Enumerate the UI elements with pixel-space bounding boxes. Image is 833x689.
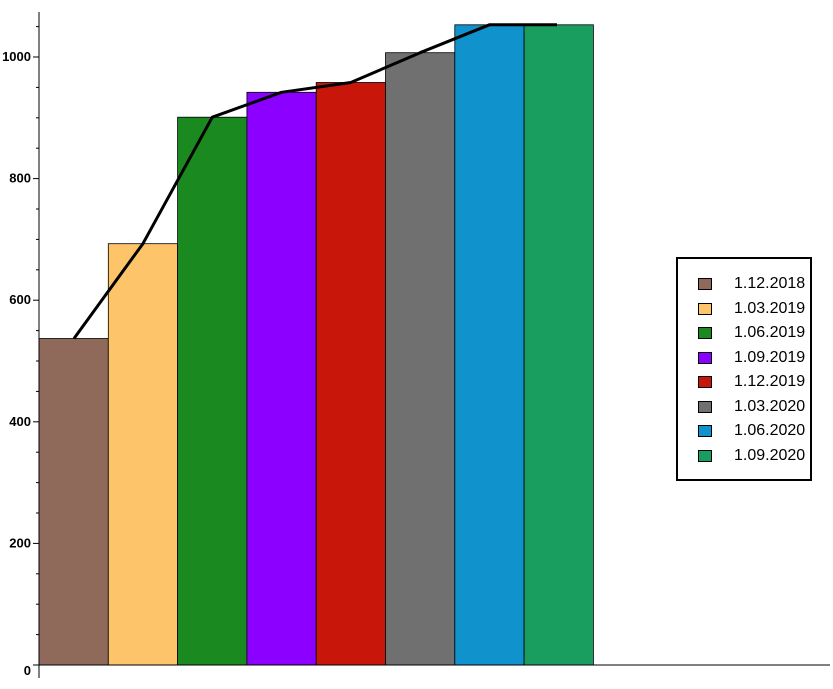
bar-1.09.2020	[523, 24, 594, 666]
legend-label: 1.09.2019	[734, 348, 806, 366]
y-tick-label-800: 800	[9, 171, 31, 186]
bar-1.03.2020	[385, 52, 456, 666]
legend-item: 1.12.2019	[698, 372, 805, 392]
legend-swatch	[698, 376, 712, 388]
legend-swatch	[698, 351, 712, 364]
bar-1.06.2019	[177, 116, 248, 666]
y-tick-label-0: 0	[24, 663, 31, 678]
y-tick-label-200: 200	[9, 535, 31, 550]
bar-1.09.2019	[246, 91, 317, 666]
legend-label: 1.03.2020	[734, 397, 806, 415]
legend-label: 1.12.2019	[734, 373, 806, 390]
legend-label: 1.03.2019	[734, 299, 806, 317]
legend-swatch	[698, 302, 712, 315]
legend-item: 1.09.2020	[698, 446, 805, 466]
legend-item: 1.06.2019	[698, 323, 805, 343]
legend-item: 1.03.2019	[698, 299, 805, 319]
bar-1.06.2020	[454, 24, 525, 666]
y-tick-label-400: 400	[9, 414, 31, 429]
y-tick-label-1000: 1000	[2, 49, 31, 64]
legend-item: 1.03.2020	[698, 397, 805, 417]
legend-label: 1.06.2020	[734, 422, 806, 439]
legend-swatch	[698, 327, 712, 339]
legend-item: 1.06.2020	[698, 421, 805, 441]
trend-line	[72, 23, 557, 340]
legend-swatch	[698, 449, 712, 462]
legend-swatch	[698, 400, 712, 413]
legend: 1.12.2018 1.03.2019 1.06.2019 1.09.2019 1.12…	[676, 257, 812, 481]
bar-1.12.2019	[315, 82, 386, 666]
legend-item: 1.12.2018	[698, 274, 805, 294]
y-tick-label-600: 600	[9, 292, 31, 307]
bar-1.03.2019	[107, 243, 179, 666]
legend-label: 1.09.2020	[734, 446, 806, 464]
legend-item: 1.09.2019	[698, 348, 805, 368]
legend-label: 1.06.2019	[734, 324, 806, 341]
legend-label: 1.12.2018	[734, 275, 806, 292]
legend-swatch	[698, 425, 712, 437]
legend-swatch	[698, 278, 712, 290]
bar-1.12.2018	[38, 338, 109, 666]
